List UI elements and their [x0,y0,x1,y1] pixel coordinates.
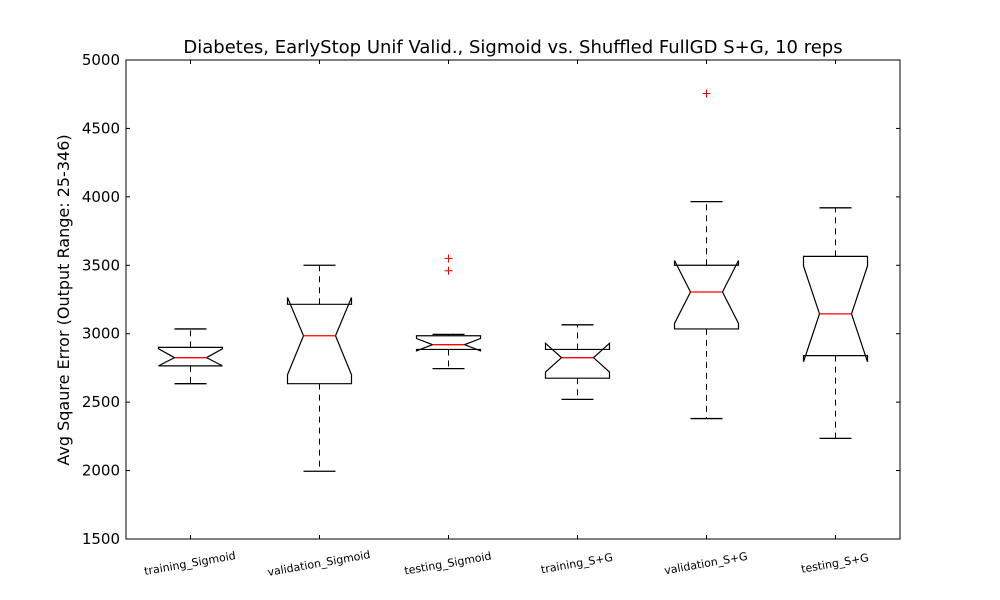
box-validation_Sigmoid [286,264,353,472]
notched-box [415,335,482,352]
y-axis-label: Avg Sqaure Error (Output Range: 25-346) [54,134,73,465]
box-training_S+G [544,324,611,401]
outlier-marker [444,254,453,263]
x-tick-label: training_S+G [540,551,614,576]
plot-frame [125,59,901,540]
box-training_Sigmoid [157,328,224,385]
chart-title: Diabetes, EarlyStop Unif Valid., Sigmoid… [183,37,842,58]
y-tick-label: 3500 [82,256,120,274]
notched-box [544,341,611,379]
boxes [157,89,869,472]
notched-box [673,260,740,330]
x-tick-label: validation_Sigmoid [266,548,371,579]
x-axis-ticks: training_Sigmoid validation_Sigmoid testin… [143,60,870,579]
y-tick-label: 4500 [82,119,120,137]
y-tick-label: 4000 [82,188,120,206]
box-testing_Sigmoid [415,254,482,370]
box-testing_S+G [802,207,869,440]
y-tick-label: 3000 [82,325,120,343]
outlier-marker [702,89,711,98]
outlier-marker [444,266,453,275]
notched-box [157,346,224,367]
y-axis-ticks: 1500 2000 2500 3000 3500 4000 4500 5000 [82,51,900,548]
box-validation_S+G [673,89,740,420]
y-tick-label: 1500 [82,530,120,548]
y-tick-label: 5000 [82,51,120,69]
notched-box [286,297,353,385]
x-tick-label: validation_S+G [663,550,748,577]
y-tick-label: 2000 [82,462,120,480]
x-tick-label: testing_Sigmoid [403,549,492,577]
x-tick-label: testing_S+G [800,551,870,576]
x-tick-label: training_Sigmoid [143,549,236,578]
notched-box [802,255,869,362]
y-tick-label: 2500 [82,393,120,411]
